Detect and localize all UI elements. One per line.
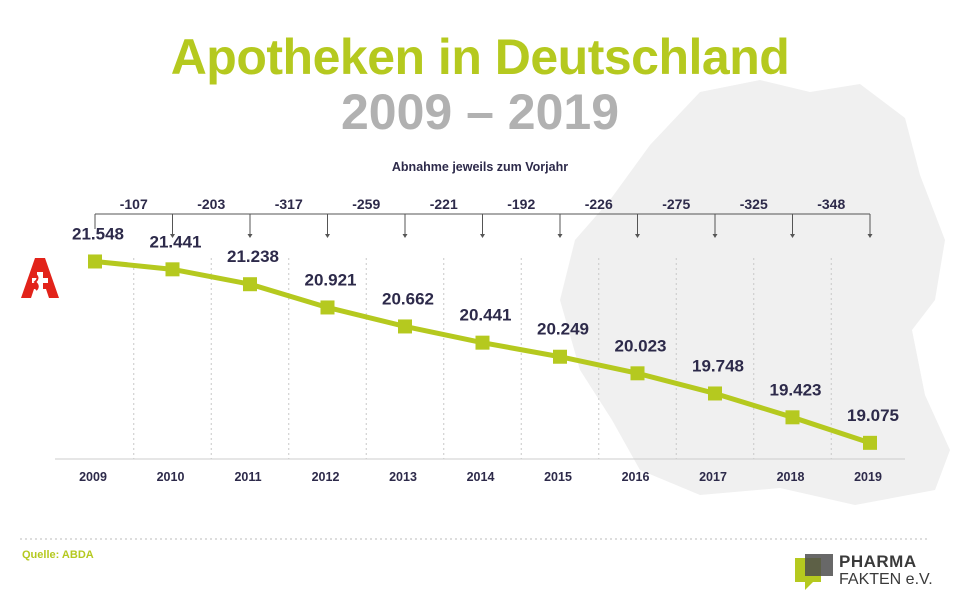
data-point bbox=[243, 277, 257, 292]
bracket-arrowhead bbox=[480, 234, 485, 238]
x-tick-label: 2014 bbox=[467, 470, 495, 484]
x-tick-label: 2019 bbox=[854, 470, 882, 484]
decline-label: -259 bbox=[352, 196, 380, 212]
chart-title: Apotheken in Deutschland bbox=[170, 29, 790, 85]
data-label: 20.921 bbox=[305, 270, 357, 289]
decline-label: -192 bbox=[507, 196, 535, 212]
data-point bbox=[320, 300, 335, 315]
data-label: 20.249 bbox=[537, 320, 589, 339]
chart-subtitle: 2009 – 2019 bbox=[340, 84, 620, 140]
x-tick-label: 2013 bbox=[389, 470, 417, 484]
bracket-arrowhead bbox=[247, 234, 253, 238]
x-tick-label: 2016 bbox=[622, 470, 650, 484]
x-tick-label: 2011 bbox=[234, 470, 261, 484]
data-label: 20.441 bbox=[460, 306, 512, 325]
data-point bbox=[165, 262, 180, 277]
logo-text-line2: FAKTEN e.V. bbox=[839, 571, 933, 588]
x-tick-label: 2010 bbox=[157, 470, 185, 484]
x-tick-label: 2018 bbox=[777, 470, 805, 484]
decline-label: -226 bbox=[585, 196, 613, 212]
pharmacy-a-icon bbox=[21, 258, 59, 298]
data-label: 20.023 bbox=[615, 336, 667, 355]
bracket-arrowhead bbox=[790, 234, 795, 238]
data-point bbox=[863, 435, 877, 450]
decline-label: -325 bbox=[740, 196, 768, 212]
x-tick-label: 2009 bbox=[79, 470, 107, 484]
data-label: 19.423 bbox=[770, 380, 822, 399]
logo-mark-icon bbox=[795, 554, 833, 590]
data-point bbox=[785, 410, 800, 425]
logo-text-line1: PHARMA bbox=[839, 552, 917, 571]
decline-label: -221 bbox=[430, 196, 458, 212]
data-point bbox=[88, 254, 102, 269]
bracket-arrowhead bbox=[867, 234, 873, 238]
data-point bbox=[630, 366, 645, 381]
bracket-arrowhead bbox=[402, 234, 408, 238]
decline-label: -107 bbox=[120, 196, 148, 212]
decline-row-title: Abnahme jeweils zum Vorjahr bbox=[391, 160, 569, 174]
x-tick-label: 2012 bbox=[312, 470, 340, 484]
decline-label: -275 bbox=[662, 196, 690, 212]
data-point bbox=[553, 349, 567, 364]
germany-map-silhouette bbox=[560, 80, 950, 505]
bracket-arrowhead bbox=[635, 234, 640, 238]
bracket-arrowhead bbox=[712, 234, 718, 238]
bracket-arrowhead bbox=[325, 234, 330, 238]
data-point bbox=[398, 319, 412, 334]
decline-label: -317 bbox=[275, 196, 303, 212]
decline-label: -348 bbox=[817, 196, 845, 212]
data-label: 19.075 bbox=[847, 406, 899, 425]
data-label: 20.662 bbox=[382, 289, 434, 308]
x-tick-label: 2017 bbox=[699, 470, 727, 484]
bracket-arrowhead bbox=[557, 234, 563, 238]
source-note: Quelle: ABDA bbox=[22, 549, 94, 561]
data-label: 19.748 bbox=[692, 356, 744, 375]
bracket-arrowhead bbox=[170, 234, 175, 238]
data-label: 21.238 bbox=[227, 247, 279, 266]
data-label: 21.548 bbox=[72, 224, 124, 243]
data-label: 21.441 bbox=[150, 232, 202, 251]
data-point bbox=[475, 335, 490, 350]
decline-label: -203 bbox=[197, 196, 225, 212]
x-tick-label: 2015 bbox=[544, 470, 572, 484]
data-point bbox=[708, 386, 722, 401]
pharma-fakten-logo: PHARMA FAKTEN e.V. bbox=[795, 552, 945, 592]
